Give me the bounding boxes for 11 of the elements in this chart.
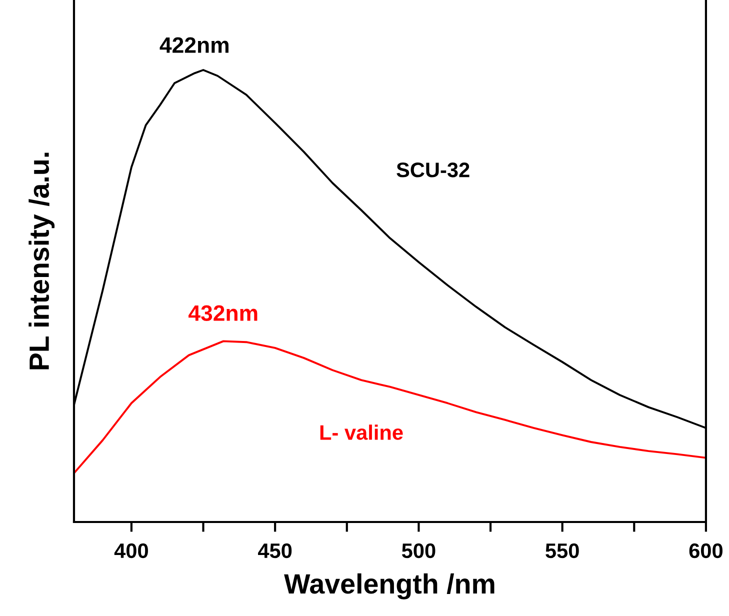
y-axis-title: PL intensity /a.u.: [28, 152, 55, 370]
x-tick-label: 400: [114, 543, 148, 558]
x-tick-label: 450: [258, 543, 292, 558]
x-tick-label: 550: [546, 543, 579, 558]
x-tick-label: 600: [689, 543, 722, 558]
text: SCU-32: [396, 162, 470, 178]
annotation: 432nm: [188, 305, 258, 322]
x-axis-title: Wavelength /nm: [284, 573, 494, 600]
series-label: L- valine: [320, 424, 403, 440]
annotation: 422nm: [160, 37, 228, 53]
x-tick-label: 500: [402, 543, 436, 558]
